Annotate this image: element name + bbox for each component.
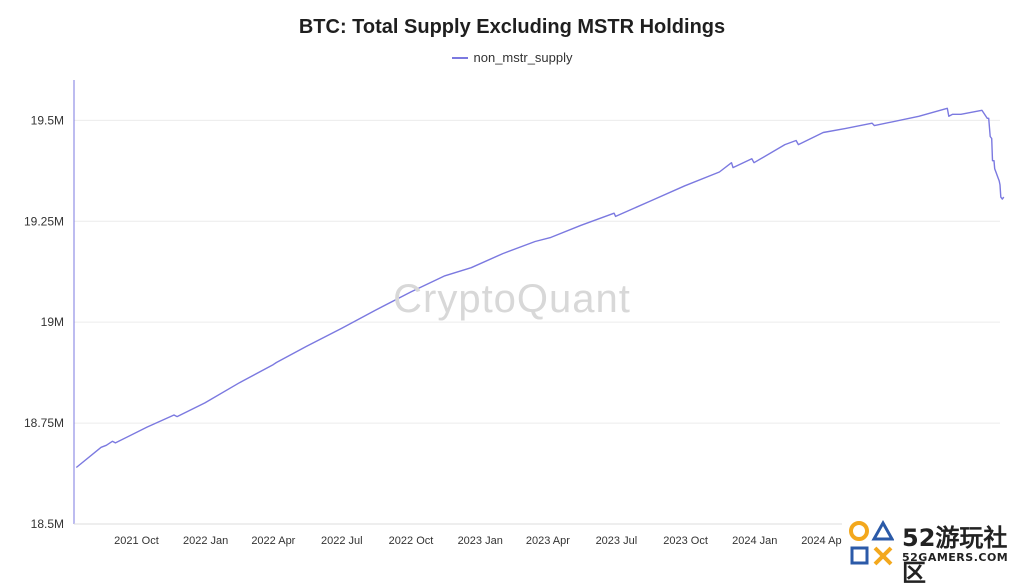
badge-site: 52GAMERS.COM <box>902 551 1009 564</box>
x-tick-label: 2023 Jan <box>458 535 503 547</box>
y-tick-label: 18.75M <box>24 416 64 430</box>
y-tick-label: 19M <box>41 315 64 329</box>
x-tick-label: 2022 Jan <box>183 535 228 547</box>
chart-title: BTC: Total Supply Excluding MSTR Holding… <box>298 16 726 38</box>
x-tick-label: 2022 Apr <box>251 535 295 547</box>
site-badge: 52游玩社区 52GAMERS.COM <box>842 512 1024 587</box>
y-tick-label: 19.5M <box>31 113 64 127</box>
y-tick-label: 19.25M <box>24 214 64 228</box>
y-tick-label: 18.5M <box>31 517 64 531</box>
legend[interactable]: non_mstr_supply <box>0 50 1024 65</box>
watermark-text: CryptoQuant <box>393 277 631 321</box>
x-tick-label: 2023 Apr <box>526 535 570 547</box>
legend-swatch <box>451 56 468 59</box>
series-line-non_mstr_supply <box>75 107 1005 469</box>
x-tick-label: 2023 Oct <box>663 535 708 547</box>
x-tick-label: 2021 Oct <box>114 535 159 547</box>
x-tick-label: 2022 Jul <box>321 535 363 547</box>
legend-label: non_mstr_supply <box>473 50 573 65</box>
gamepad-symbols-icon <box>849 519 894 566</box>
x-tick-label: 2024 Jan <box>732 535 777 547</box>
x-tick-label: 2024 Apr <box>801 535 845 547</box>
x-tick-label: 2022 Oct <box>389 535 434 547</box>
x-tick-label: 2023 Jul <box>596 535 638 547</box>
